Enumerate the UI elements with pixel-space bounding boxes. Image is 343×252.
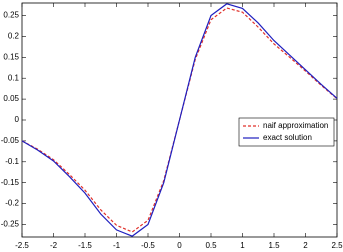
legend-box [238, 117, 335, 147]
x-tick-label: 1.5 [268, 241, 280, 250]
x-tick-label: 2.5 [331, 241, 343, 250]
x-tick-label: -2 [50, 241, 58, 250]
series-line [21, 7, 338, 233]
x-tick-label: -0.5 [141, 241, 155, 250]
x-tick-label: -1.5 [78, 241, 92, 250]
x-tick-label: 0.5 [205, 241, 217, 250]
legend-label: exact solution [263, 133, 312, 142]
y-tick-label: -0.25 [1, 220, 20, 229]
x-tick-label: -2.5 [15, 241, 29, 250]
y-tick-label: -0.05 [1, 136, 20, 145]
y-tick-label: -0.15 [1, 178, 20, 187]
y-tick-label: -0.2 [5, 199, 19, 208]
y-tick-label: 0.1 [8, 73, 20, 82]
x-tick-label: 2 [303, 241, 308, 250]
y-tick-label: -0.1 [5, 157, 19, 166]
x-tick-label: 0 [177, 241, 182, 250]
series-line [21, 3, 338, 237]
y-tick-label: 0.15 [3, 52, 19, 61]
x-tick-label: 1 [240, 241, 245, 250]
y-tick-label: 0 [15, 115, 20, 124]
legend-label: naif approximation [263, 121, 328, 130]
x-tick-label: -1 [113, 241, 121, 250]
y-tick-label: 0.05 [3, 94, 19, 103]
y-tick-label: 0.2 [8, 32, 20, 41]
y-tick-label: 0.25 [3, 11, 19, 20]
